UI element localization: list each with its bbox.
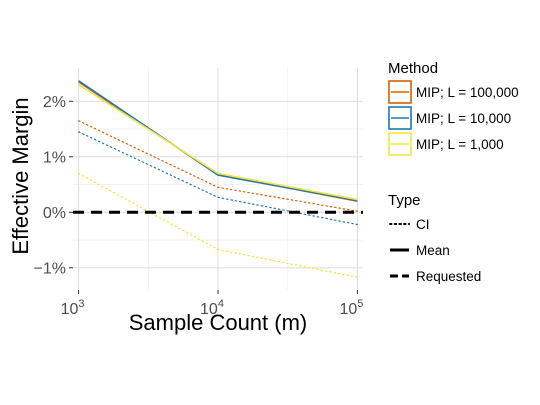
series-line-mean (78, 80, 358, 202)
legend-label: MIP; L = 10,000 (416, 111, 511, 126)
series-line-ci (77, 120, 359, 212)
series-layer (77, 80, 359, 278)
legend-label: Requested (416, 269, 481, 284)
method-legend: Method MIP; L = 100,000 MIP; L = 10,000 MI… (388, 60, 519, 156)
type-legend-title: Type (388, 192, 421, 209)
type-legend: Type CI Mean Requested (388, 192, 481, 284)
series-line-ci (77, 172, 359, 278)
x-axis: 103 104 105 (61, 290, 363, 318)
legend-label: MIP; L = 1,000 (416, 137, 504, 152)
y-axis: 2% 1% 0% −1% (34, 94, 73, 277)
x-tick-label: 104 (200, 298, 224, 318)
x-axis-title: Sample Count (m) (129, 310, 308, 335)
y-tick-label: 1% (43, 149, 66, 166)
series-line-mean (78, 83, 358, 201)
y-axis-title: Effective Margin (8, 97, 33, 254)
y-tick-label: 0% (43, 205, 66, 222)
legend-label: Mean (416, 243, 450, 258)
y-tick-label: 2% (43, 94, 66, 111)
legend-label: MIP; L = 100,000 (416, 85, 519, 100)
grid (73, 68, 363, 290)
series-line-ci (77, 131, 359, 226)
x-tick-label: 103 (61, 298, 85, 318)
method-legend-title: Method (388, 60, 438, 77)
x-tick-label: 105 (339, 298, 363, 318)
y-tick-label: −1% (34, 260, 66, 277)
legend-label: CI (416, 217, 430, 232)
